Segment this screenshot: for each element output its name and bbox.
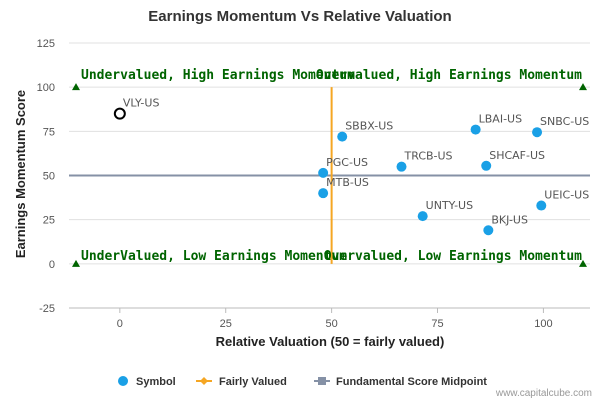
legend-midpoint-marker	[318, 377, 326, 385]
y-tick-label: 75	[43, 126, 55, 138]
credit-text[interactable]: www.capitalcube.com	[495, 388, 592, 399]
data-point	[417, 211, 428, 222]
legend[interactable]: Symbol Fairly Valued Fundamental Score M…	[118, 376, 487, 388]
x-axis-label: Relative Valuation (50 = fairly valued)	[216, 334, 445, 349]
x-tick-label: 25	[220, 318, 232, 330]
data-point	[536, 200, 547, 211]
y-tick-label: 25	[43, 215, 55, 227]
quadrant-marker	[579, 259, 587, 267]
data-points: VLY-US SBBX-US LBAI-US SNBC-US PGC-US TRCB-US…	[113, 97, 589, 236]
data-point	[318, 188, 329, 199]
legend-fair-marker	[200, 377, 208, 385]
data-point	[337, 131, 348, 142]
chart-title: Earnings Momentum Vs Relative Valuation	[148, 8, 451, 25]
legend-item-midpoint[interactable]: Fundamental Score Midpoint	[314, 376, 487, 388]
legend-fair-label: Fairly Valued	[219, 376, 287, 388]
legend-midpoint-label: Fundamental Score Midpoint	[336, 376, 487, 388]
x-tick-label: 0	[117, 318, 123, 330]
data-point-label: PGC-US	[326, 156, 368, 169]
data-point	[483, 225, 494, 236]
data-point	[470, 124, 481, 135]
y-tick-label: 0	[49, 259, 55, 271]
quadrant-label-top-left: Undervalued, High Earnings Momentum	[81, 68, 355, 83]
x-tick-label: 50	[325, 318, 337, 330]
y-tick-label: 125	[37, 38, 55, 50]
data-point	[396, 161, 407, 172]
legend-item-fairly-valued[interactable]: Fairly Valued	[196, 376, 287, 388]
y-tick-label: -25	[39, 303, 55, 315]
data-point-label: TRCB-US	[404, 150, 453, 163]
data-point-label: BKJ-US	[491, 213, 528, 226]
quadrant-label-bottom-left: UnderValued, Low Earnings Momentum	[81, 249, 347, 264]
data-point-label: UNTY-US	[426, 199, 473, 212]
data-point-label: SHCAF-US	[489, 149, 545, 162]
data-point	[481, 160, 492, 171]
data-point-label: SNBC-US	[540, 115, 589, 128]
quadrant-marker	[72, 259, 80, 267]
x-tick-label: 75	[431, 318, 443, 330]
quadrant-marker	[579, 83, 587, 91]
data-point-label: VLY-US	[123, 97, 160, 110]
y-tick-label: 50	[43, 171, 55, 183]
data-point-label: UEIC-US	[544, 189, 589, 202]
data-point-label: SBBX-US	[345, 120, 393, 133]
data-point	[113, 107, 126, 120]
quadrant-label-top-right: Overvalued, High Earnings Momentum	[316, 68, 582, 83]
quadrant-label-bottom-right: Overvalued, Low Earnings Momentum	[324, 249, 582, 264]
legend-item-symbol[interactable]: Symbol	[118, 376, 176, 388]
quadrant-labels: Undervalued, High Earnings MomentumOverv…	[72, 68, 587, 267]
y-axis-label: Earnings Momentum Score	[13, 90, 28, 258]
reference-lines	[69, 87, 590, 264]
quadrant-marker	[72, 83, 80, 91]
legend-symbol-marker	[118, 376, 128, 386]
legend-symbol-label: Symbol	[136, 376, 176, 388]
data-point-label: MTB-US	[326, 176, 369, 189]
data-point	[318, 167, 329, 178]
axis-ticks: -25 0 25 50 75 100 125 0 25 50 75 100	[37, 38, 590, 330]
data-point	[532, 127, 543, 138]
x-tick-label: 100	[534, 318, 552, 330]
y-tick-label: 100	[37, 82, 55, 94]
data-point-label: LBAI-US	[479, 113, 522, 126]
